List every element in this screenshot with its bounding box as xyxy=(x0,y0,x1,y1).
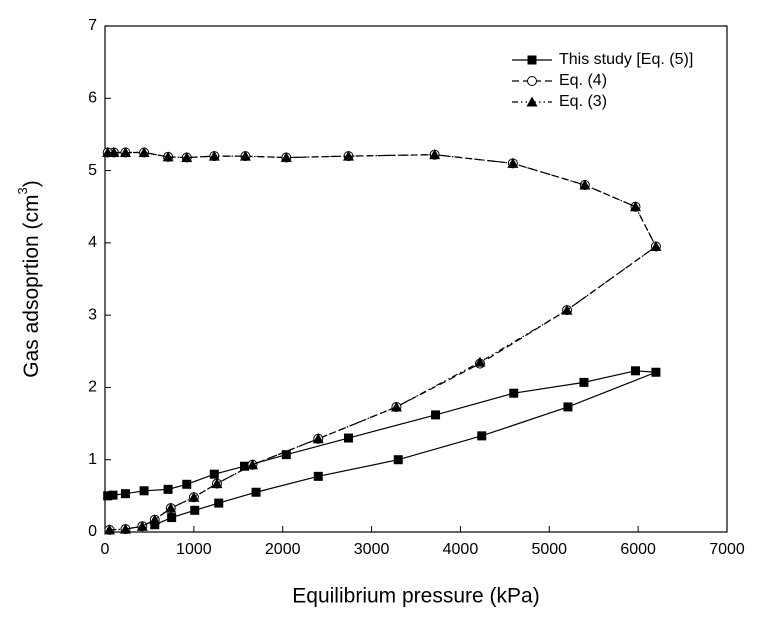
point xyxy=(136,520,148,531)
point xyxy=(507,157,519,168)
point xyxy=(214,498,224,508)
point xyxy=(342,150,354,161)
point xyxy=(393,455,403,465)
point xyxy=(181,152,193,163)
point xyxy=(390,401,402,412)
legend-label: This study [Eq. (5)] xyxy=(559,51,693,68)
point xyxy=(509,388,519,398)
y-tick-label: 1 xyxy=(88,451,97,468)
point xyxy=(280,152,292,163)
legend-marker xyxy=(526,96,538,107)
point xyxy=(150,520,160,530)
point xyxy=(149,514,161,525)
point xyxy=(120,489,130,499)
point xyxy=(165,502,177,513)
point xyxy=(579,179,591,190)
point xyxy=(343,433,353,443)
legend-marker xyxy=(527,76,537,86)
x-tick-label: 4000 xyxy=(443,541,479,558)
point xyxy=(563,402,573,412)
point xyxy=(650,240,662,251)
point xyxy=(312,433,324,444)
point xyxy=(431,410,441,420)
x-tick-label: 5000 xyxy=(531,541,567,558)
x-tick-label: 6000 xyxy=(620,541,656,558)
x-axis-label: Equilibrium pressure (kPa) xyxy=(292,585,539,608)
point xyxy=(190,505,200,515)
point xyxy=(208,150,220,161)
y-tick-label: 7 xyxy=(88,17,97,34)
point xyxy=(138,147,150,157)
y-tick-label: 2 xyxy=(88,379,97,396)
point xyxy=(251,487,261,497)
point xyxy=(139,486,149,496)
y-tick-label: 3 xyxy=(88,306,97,323)
y-label-text: Gas adsoprtion (cm xyxy=(20,194,43,377)
x-tick-label: 7000 xyxy=(709,541,745,558)
point xyxy=(103,491,113,501)
point xyxy=(240,461,250,471)
y-tick-label: 0 xyxy=(88,523,97,540)
point xyxy=(239,150,251,161)
y-label-end: ) xyxy=(20,180,43,187)
point xyxy=(579,377,589,387)
point xyxy=(119,523,131,534)
point xyxy=(209,469,219,479)
y-tick-label: 6 xyxy=(88,90,97,107)
x-tick-label: 2000 xyxy=(265,541,301,558)
point xyxy=(102,147,114,157)
point xyxy=(629,201,641,212)
point xyxy=(103,524,115,535)
point xyxy=(630,366,640,376)
point xyxy=(119,147,131,157)
x-tick-label: 0 xyxy=(101,541,110,558)
point xyxy=(163,484,173,494)
point xyxy=(167,513,177,523)
point xyxy=(211,478,223,489)
x-tick-label: 3000 xyxy=(354,541,390,558)
legend-label: Eq. (4) xyxy=(559,72,607,89)
series-line xyxy=(107,151,657,531)
y-tick-label: 4 xyxy=(88,234,97,251)
point xyxy=(474,356,486,367)
y-axis-label: Gas adsoprtion (cm3) xyxy=(15,180,42,377)
point xyxy=(108,490,118,500)
point xyxy=(313,471,323,481)
y-label-sup: 3 xyxy=(15,187,30,194)
point xyxy=(247,459,259,470)
x-tick-label: 1000 xyxy=(176,541,212,558)
y-tick-label: 5 xyxy=(88,162,97,179)
series-line xyxy=(107,151,657,531)
point xyxy=(429,149,441,160)
point xyxy=(651,367,661,377)
legend-label: Eq. (3) xyxy=(559,93,607,110)
point xyxy=(561,304,573,315)
point xyxy=(188,491,200,502)
point xyxy=(182,479,192,489)
legend-marker xyxy=(527,55,537,65)
point xyxy=(281,450,291,460)
plot-frame xyxy=(104,25,728,533)
point xyxy=(477,431,487,441)
point xyxy=(162,151,174,162)
